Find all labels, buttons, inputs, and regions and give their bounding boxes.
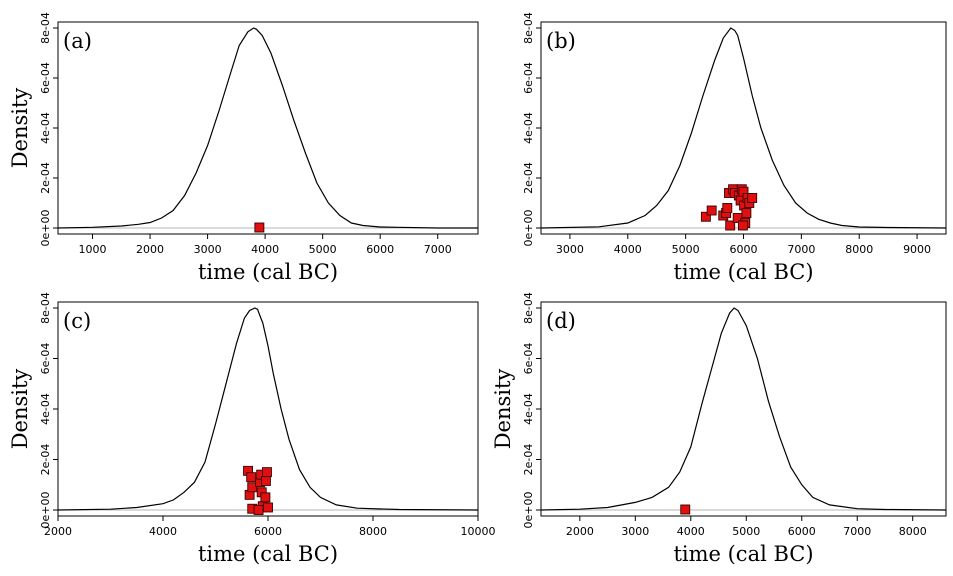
date-marker <box>706 205 717 216</box>
y-tick-label: 0e+00 <box>522 210 535 247</box>
date-marker <box>722 203 733 213</box>
chart-panel-3: 2000 4000 6000 8000 10000 0e+00 2e-04 4e-04 6e-0… <box>8 292 496 566</box>
y-tick-label: 0e+00 <box>39 492 52 529</box>
density-curve <box>540 307 947 511</box>
chart-panel-1: 1000 2000 3000 4000 5000 6000 7000 0e+00 2e-04 4e… <box>8 12 479 284</box>
panel-label: (b) <box>546 29 576 53</box>
x-tick-label: 8000 <box>899 525 927 538</box>
y-tick-label: 8e-04 <box>522 12 535 44</box>
x-axis-title: time (cal BC) <box>198 542 338 566</box>
x-tick-label: 1000 <box>79 243 107 256</box>
y-tick-label: 4e-04 <box>39 112 52 144</box>
density-curve <box>57 27 478 229</box>
y-tick-label: 2e-04 <box>522 162 535 194</box>
date-marker <box>732 213 743 223</box>
chart-panel-2: 3000 4000 5000 6000 7000 8000 9000 0e+00 2e-04 4e… <box>522 12 947 284</box>
x-tick-label: 7000 <box>843 525 871 538</box>
x-tick-label: 4000 <box>149 525 177 538</box>
y-tick-label: 4e-04 <box>39 393 52 425</box>
y-axis-title: Density <box>8 369 32 450</box>
x-axis-title: time (cal BC) <box>673 260 813 284</box>
x-tick-label: 5000 <box>732 525 760 538</box>
x-tick-label: 7000 <box>424 243 452 256</box>
y-tick-label: 6e-04 <box>39 62 52 94</box>
x-tick-label: 6000 <box>730 243 758 256</box>
x-tick-label: 3000 <box>194 243 222 256</box>
plot-frame <box>540 301 947 517</box>
y-tick-label: 2e-04 <box>522 444 535 476</box>
x-tick-label: 4000 <box>251 243 279 256</box>
date-marker <box>737 220 748 231</box>
panel-label: (c) <box>63 309 91 333</box>
date-marker <box>700 211 711 222</box>
y-axis-title: Density <box>491 369 515 450</box>
x-tick-label: 3000 <box>556 243 584 256</box>
y-tick-label: 0e+00 <box>522 492 535 529</box>
x-tick-label: 5000 <box>672 243 700 256</box>
date-marker <box>253 505 264 515</box>
x-tick-label: 10000 <box>461 525 496 538</box>
x-axis-title: time (cal BC) <box>198 260 338 284</box>
density-curve <box>540 27 947 229</box>
date-marker <box>725 220 736 231</box>
date-marker <box>262 467 272 478</box>
y-tick-label: 4e-04 <box>522 112 535 144</box>
panel-label: (a) <box>63 29 92 53</box>
date-marker <box>246 472 257 483</box>
y-axis-title: Density <box>8 88 32 169</box>
chart-panel-4: 2000 3000 4000 5000 6000 7000 8000 0e+00 2e-04 4e… <box>491 292 947 566</box>
date-marker <box>247 482 258 493</box>
y-tick-label: 6e-04 <box>39 343 52 375</box>
y-tick-label: 4e-04 <box>522 393 535 425</box>
date-marker <box>747 193 758 203</box>
x-tick-label: 6000 <box>254 525 282 538</box>
date-marker <box>260 492 271 503</box>
x-tick-label: 3000 <box>621 525 649 538</box>
x-axis-title: time (cal BC) <box>673 542 813 566</box>
y-tick-label: 6e-04 <box>522 343 535 375</box>
date-marker <box>741 208 752 218</box>
y-tick-label: 2e-04 <box>39 162 52 194</box>
date-marker <box>254 222 265 233</box>
date-marker <box>680 504 691 515</box>
y-tick-label: 8e-04 <box>522 292 535 324</box>
y-tick-label: 0e+00 <box>39 210 52 247</box>
x-tick-label: 2000 <box>566 525 594 538</box>
density-curve <box>57 307 479 511</box>
x-tick-label: 6000 <box>788 525 816 538</box>
x-tick-label: 4000 <box>677 525 705 538</box>
y-tick-label: 8e-04 <box>39 292 52 324</box>
x-tick-label: 8000 <box>845 243 873 256</box>
x-tick-label: 5000 <box>309 243 337 256</box>
x-tick-label: 8000 <box>359 525 387 538</box>
x-tick-label: 2000 <box>136 243 164 256</box>
date-marker <box>260 476 271 486</box>
panel-label: (d) <box>546 309 576 333</box>
x-tick-label: 9000 <box>903 243 931 256</box>
x-tick-label: 6000 <box>366 243 394 256</box>
date-marker <box>263 502 273 513</box>
y-tick-label: 6e-04 <box>522 62 535 94</box>
x-tick-label: 7000 <box>787 243 815 256</box>
y-tick-label: 8e-04 <box>39 12 52 44</box>
x-tick-label: 2000 <box>44 525 72 538</box>
y-tick-label: 2e-04 <box>39 444 52 476</box>
plot-frame <box>57 21 479 235</box>
x-tick-label: 4000 <box>614 243 642 256</box>
